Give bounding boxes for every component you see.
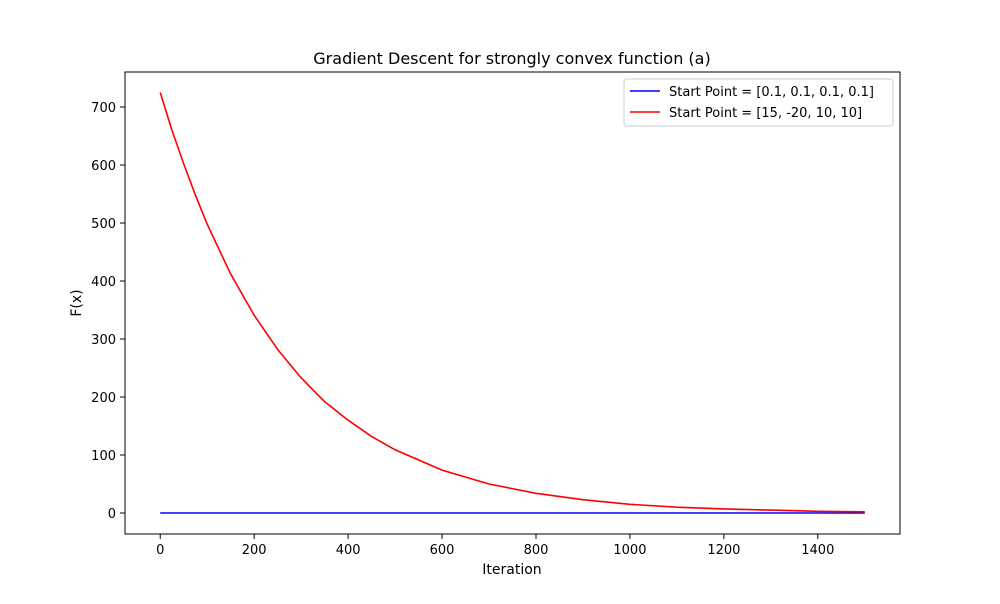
x-tick-label: 1200 xyxy=(707,543,740,558)
x-tick-label: 200 xyxy=(242,543,267,558)
legend-label-2: Start Point = [15, -20, 10, 10] xyxy=(669,106,862,121)
x-tick-label: 600 xyxy=(430,543,455,558)
y-tick-label: 400 xyxy=(91,275,116,290)
x-tick-label: 1400 xyxy=(801,543,834,558)
y-tick-label: 200 xyxy=(91,391,116,406)
chart-title: Gradient Descent for strongly convex fun… xyxy=(313,49,710,68)
legend: Start Point = [0.1, 0.1, 0.1, 0.1] Start … xyxy=(624,79,893,126)
y-tick-label: 300 xyxy=(91,333,116,348)
y-tick-label: 0 xyxy=(108,507,116,522)
x-axis-label: Iteration xyxy=(482,562,541,578)
y-tick-label: 700 xyxy=(91,101,116,116)
x-tick-label: 1000 xyxy=(613,543,646,558)
x-tick-label: 800 xyxy=(524,543,549,558)
x-tick-label: 400 xyxy=(336,543,361,558)
legend-label-1: Start Point = [0.1, 0.1, 0.1, 0.1] xyxy=(669,85,874,100)
y-axis-label: F(x) xyxy=(69,289,85,316)
y-tick-label: 100 xyxy=(91,449,116,464)
y-tick-label: 500 xyxy=(91,217,116,232)
y-tick-label: 600 xyxy=(91,159,116,174)
x-tick-label: 0 xyxy=(156,543,164,558)
